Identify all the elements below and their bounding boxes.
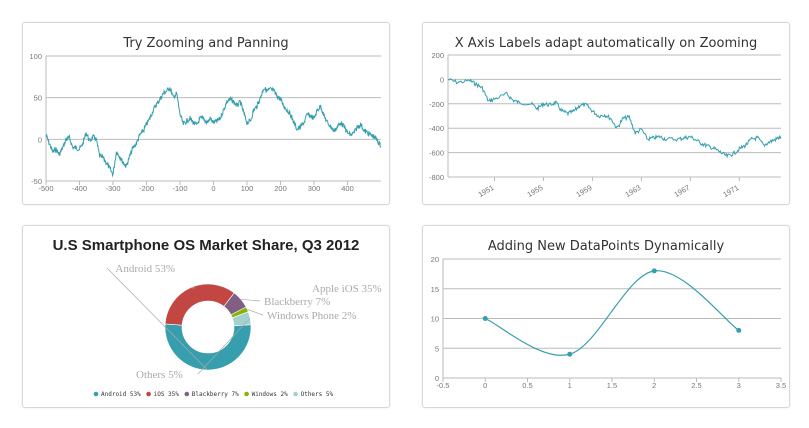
legend-item[interactable]: Android 53% [101,391,141,398]
y-tick-label: 50 [34,94,42,103]
y-tick-label: 0 [38,135,42,144]
y-tick-label: -200 [429,100,444,109]
x-tick-label: -300 [105,184,120,193]
x-tick-label: 400 [341,184,354,193]
x-tick-label: 1.5 [607,381,617,390]
x-tick-label: -0.5 [437,381,450,390]
data-point-marker [736,327,742,333]
slice-label: Others 5% [136,369,183,381]
x-tick-label: 1971 [721,183,740,199]
x-tick-label: -400 [72,184,87,193]
chart-panel-dates[interactable]: X Axis Labels adapt automatically on Zoo… [422,22,790,205]
legend-item[interactable]: Others 5% [301,391,334,398]
legend-marker [93,391,99,397]
chart-title: U.S Smartphone OS Market Share, Q3 2012 [53,237,360,254]
y-tick-label: -50 [31,177,42,186]
x-tick-label: 0 [211,184,215,193]
label-connector [197,317,251,375]
slice-label: Android 53% [115,263,175,275]
label-connector [106,267,208,371]
label-connector [240,298,261,302]
x-tick-label: 2.5 [691,381,701,390]
chart-title: Adding New DataPoints Dynamically [488,239,725,254]
x-tick-label: -500 [38,184,53,193]
legend-item[interactable]: Windows 2% [252,391,289,398]
x-tick-label: 100 [241,184,254,193]
y-tick-label: 200 [431,51,444,60]
spline-chart: Adding New DataPoints Dynamically0510152… [431,239,787,390]
slice-label: Windows Phone 2% [267,310,356,322]
legend-item[interactable]: iOS 35% [154,391,180,398]
pie-slice [164,283,235,326]
x-tick-label: 3 [737,381,741,390]
y-tick-label: 0 [435,374,439,383]
slice-label: Blackberry 7% [264,296,330,308]
y-tick-label: 15 [431,285,439,294]
y-tick-label: 5 [435,344,439,353]
x-tick-label: 1963 [623,183,642,199]
slice-label: Apple iOS 35% [312,283,382,295]
chart-title: X Axis Labels adapt automatically on Zoo… [455,36,757,51]
y-tick-label: 20 [431,255,439,264]
x-tick-label: -200 [139,184,154,193]
y-tick-label: -600 [429,149,444,158]
x-tick-label: 1955 [526,183,545,199]
chart-panel-pie: U.S Smartphone OS Market Share, Q3 2012 A… [22,225,390,408]
legend-marker [184,391,190,397]
data-point-marker [567,351,573,357]
x-tick-label: 200 [274,184,287,193]
line-chart-dates[interactable]: X Axis Labels adapt automatically on Zoo… [423,23,789,204]
x-tick-label: 1967 [672,183,691,199]
legend-item[interactable]: Blackberry 7% [192,391,239,398]
y-tick-label: -800 [429,173,444,182]
x-tick-label: 0.5 [522,381,532,390]
x-tick-label: 0 [483,381,487,390]
x-tick-label: 3.5 [776,381,786,390]
chart-panel-dynamic: Adding New DataPoints Dynamically 0 5 10 15 2… [422,225,790,408]
legend-marker [146,391,151,397]
data-series-line [45,86,382,178]
y-tick-label: -400 [429,124,444,133]
x-tick-label: 1959 [575,183,594,199]
donut-chart: U.S Smartphone OS Market Share, Q3 2012 A… [53,237,382,398]
x-tick-label: 300 [308,184,321,193]
x-tick-label: -100 [172,184,187,193]
y-tick-label: 10 [431,315,439,324]
data-point-marker [651,268,657,274]
chart-title: Try Zooming and Panning [122,36,288,51]
x-tick-label: 1 [568,381,572,390]
y-tick-label: 100 [29,52,42,61]
x-tick-label: 2 [652,381,656,390]
legend-marker [244,391,249,397]
chart-panel-zoom[interactable]: Try Zooming and Panning -50 0 50 100 -500 -400… [22,22,390,205]
y-tick-label: 0 [440,75,444,84]
legend-marker [293,391,298,397]
label-connector [247,309,264,316]
data-point-marker [482,316,488,321]
x-tick-label: 1951 [477,183,496,199]
data-series-line [485,270,740,356]
data-series-line [447,77,782,159]
